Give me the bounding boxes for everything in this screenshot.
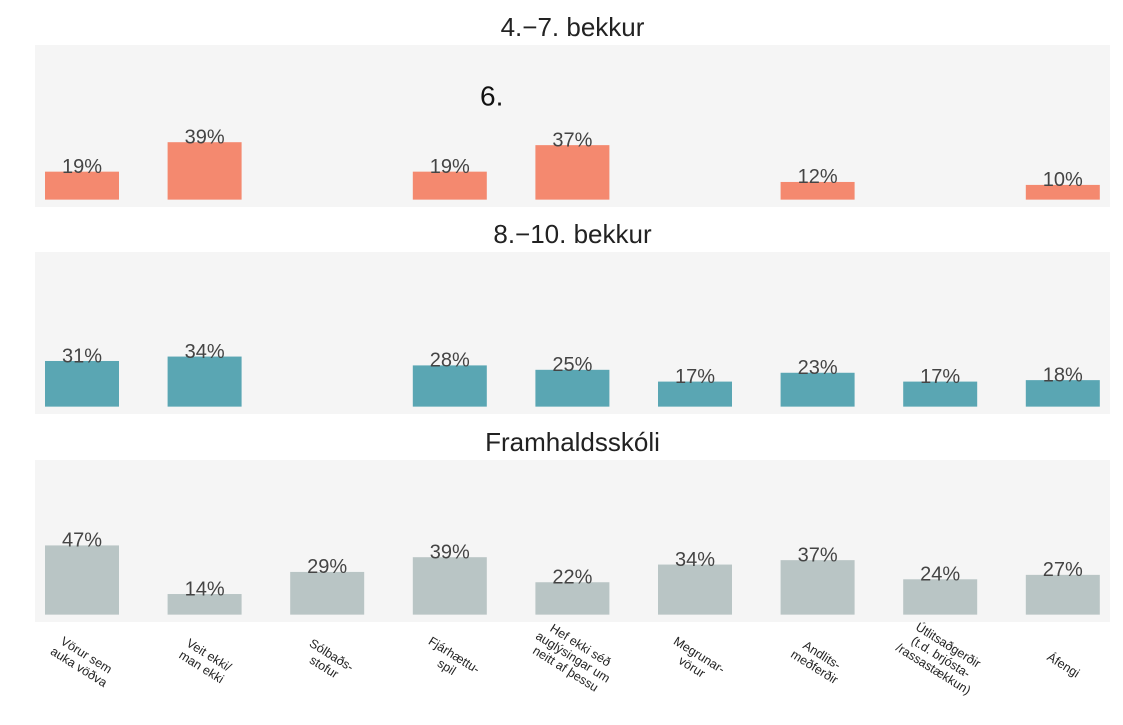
bar <box>658 381 732 407</box>
value-label: 34% <box>185 341 225 363</box>
bar <box>780 560 855 615</box>
x-tick-label: Megrunar-vörur <box>663 634 727 688</box>
value-label: 37% <box>552 129 592 151</box>
x-tick-label: Sólbaðs-stofur <box>299 636 356 686</box>
value-label: 22% <box>552 567 592 589</box>
x-tick-label: Veit ekki/man ekki <box>176 636 234 687</box>
bar <box>903 381 978 407</box>
x-tick-label-text: Andlits-meðferðir <box>788 636 848 688</box>
annotation: 6. <box>480 80 503 111</box>
x-tick-label-line: Áfengi <box>1044 649 1082 681</box>
value-label: 12% <box>798 166 838 188</box>
x-tick-label-text: Fjárhættu-spil <box>418 634 482 688</box>
value-label: 37% <box>798 544 838 566</box>
x-tick-label: Hef ekki séðauglýsingar umneitt af þessu <box>526 617 620 698</box>
x-tick-label: Áfengi <box>1044 649 1082 681</box>
bar <box>290 571 365 615</box>
value-label: 19% <box>430 156 470 178</box>
bar <box>1025 574 1100 615</box>
bar <box>535 369 610 407</box>
x-tick-label: Vörur semauka vöðva <box>48 633 117 691</box>
x-tick-label: Andlits-meðferðir <box>788 636 848 688</box>
value-label: 18% <box>1043 364 1083 386</box>
x-tick-label-text: Vörur semauka vöðva <box>48 633 117 691</box>
bar <box>167 594 242 615</box>
x-tick-label: Útlitsaðgerðir(t.d. brjósta-/rassastækku… <box>893 616 988 698</box>
value-label: 10% <box>1043 169 1083 191</box>
panel-title: Framhaldsskóli <box>485 427 660 457</box>
x-tick-label-text: Veit ekki/man ekki <box>176 636 234 687</box>
bar <box>412 365 487 407</box>
bar <box>167 356 242 407</box>
value-label: 28% <box>430 350 470 372</box>
panel-title: 4.−7. bekkur <box>501 12 645 42</box>
x-tick-label: Fjárhættu-spil <box>418 634 482 688</box>
bar <box>780 372 855 407</box>
bar <box>45 171 119 200</box>
value-label: 17% <box>920 366 960 388</box>
bar <box>167 142 242 200</box>
value-label: 29% <box>307 556 347 578</box>
x-tick-label-text: Sólbaðs-stofur <box>299 636 356 686</box>
bar <box>535 582 610 615</box>
bar <box>412 171 487 200</box>
value-label: 14% <box>185 578 225 600</box>
x-tick-label-text: Útlitsaðgerðir(t.d. brjósta-/rassastækku… <box>893 616 988 698</box>
value-label: 19% <box>62 156 102 178</box>
value-label: 27% <box>1043 559 1083 581</box>
bar <box>780 181 855 200</box>
value-label: 39% <box>185 126 225 148</box>
bar <box>903 579 978 615</box>
bar <box>412 557 487 615</box>
value-label: 39% <box>430 541 470 563</box>
value-label: 47% <box>62 530 102 552</box>
bar <box>1025 380 1100 407</box>
value-label: 34% <box>675 549 715 571</box>
x-tick-label-text: Megrunar-vörur <box>663 634 727 688</box>
bar <box>1025 184 1100 200</box>
x-tick-label-text: Hef ekki séðauglýsingar umneitt af þessu <box>526 617 620 698</box>
bar <box>45 360 119 407</box>
x-tick-label-text: Áfengi <box>1044 649 1082 681</box>
value-label: 25% <box>552 354 592 376</box>
value-label: 17% <box>675 366 715 388</box>
bar <box>535 145 610 200</box>
value-label: 23% <box>798 357 838 379</box>
value-label: 24% <box>920 564 960 586</box>
bar <box>45 545 119 615</box>
bar <box>658 564 732 615</box>
value-label: 31% <box>62 345 102 367</box>
panel-title: 8.−10. bekkur <box>493 219 652 249</box>
